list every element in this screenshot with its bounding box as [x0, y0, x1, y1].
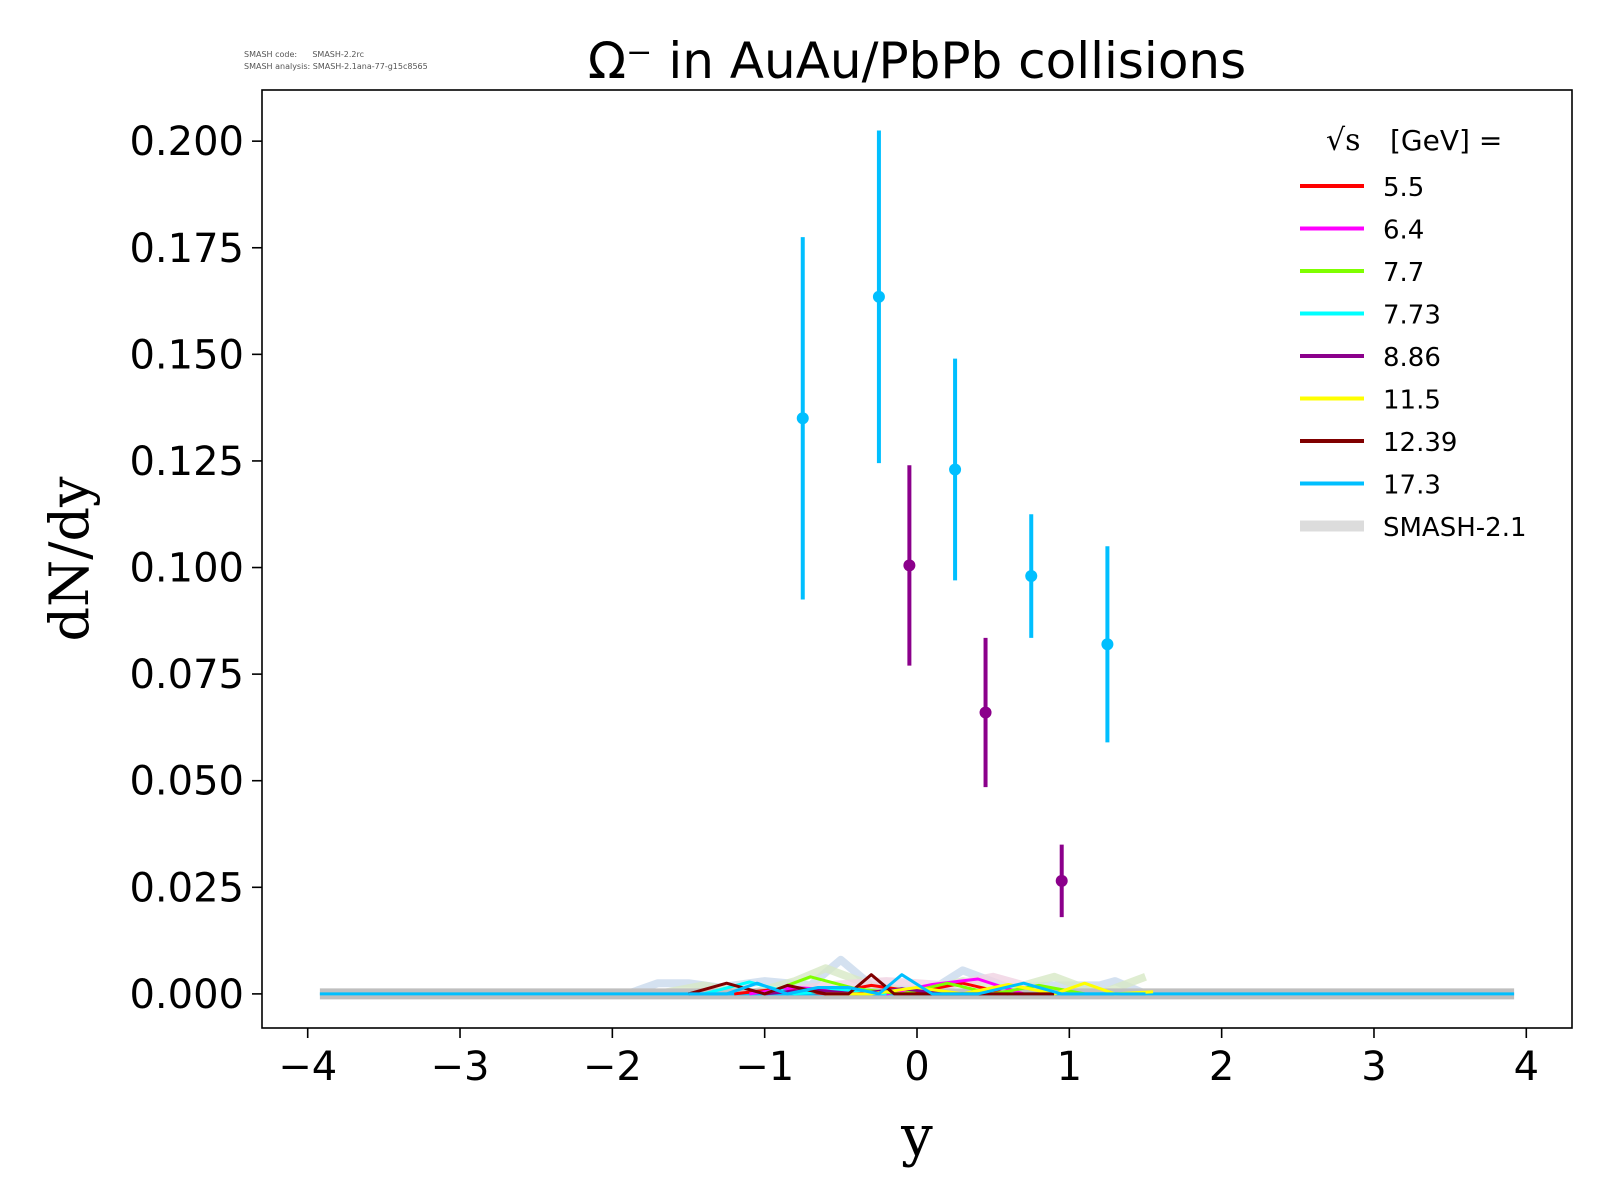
data-point-17-3-4 — [1101, 638, 1114, 651]
plot-frame — [261, 89, 1573, 1029]
data-point-8-86-1 — [979, 706, 992, 719]
legend-label-12-39: 12.39 — [1383, 428, 1457, 458]
y-axis: 0.000 0.025 0.050 0.075 0.100 0.125 0.150 0.175… — [129, 119, 262, 1018]
data-point-17-3-3 — [1025, 570, 1038, 583]
analysis-label: SMASH analysis: — [244, 62, 311, 71]
legend-label-11-5: 11.5 — [1383, 386, 1441, 416]
x-tick-label-7: 3 — [1361, 1044, 1386, 1090]
x-tick-label-5: 1 — [1057, 1044, 1082, 1090]
legend-label-7-7: 7.7 — [1383, 258, 1424, 288]
code-label: SMASH code: — [244, 50, 298, 59]
x-tick-label-0: −4 — [278, 1044, 337, 1090]
legend-label-5-5: 5.5 — [1383, 173, 1424, 203]
y-tick-label-6: 0.150 — [129, 332, 244, 378]
y-tick-label-3: 0.075 — [129, 652, 244, 698]
smash-line-11-5 — [825, 981, 1154, 996]
y-axis-label: dN/dy — [38, 476, 101, 642]
data-point-17-3-2 — [949, 463, 962, 476]
x-tick-label-3: −1 — [735, 1044, 794, 1090]
smash-code-meta: SMASH code: SMASH-2.2rc — [244, 50, 364, 59]
y-tick-label-7: 0.175 — [129, 226, 244, 272]
legend-title-sqrt: √s — [1326, 123, 1361, 158]
y-tick-label-4: 0.100 — [129, 546, 244, 592]
y-tick-label-1: 0.025 — [129, 865, 244, 911]
code-value: SMASH-2.2rc — [312, 50, 365, 59]
y-tick-label-2: 0.050 — [129, 759, 244, 805]
chart-title: Ω⁻ in AuAu/PbPb collisions — [588, 32, 1246, 90]
y-tick-label-8: 0.200 — [129, 119, 244, 165]
y-tick-label-0: 0.000 — [129, 972, 244, 1018]
legend-label-17-3: 17.3 — [1383, 471, 1441, 501]
data-point-8-86-2 — [1055, 874, 1068, 887]
x-tick-label-4: 0 — [904, 1044, 929, 1090]
smash-line-17-3 — [688, 973, 1146, 996]
data-point-17-3-1 — [872, 290, 885, 303]
x-tick-label-6: 2 — [1209, 1044, 1234, 1090]
analysis-value: SMASH-2.1ana-77-g15c8565 — [312, 62, 428, 71]
smash-series — [688, 973, 1154, 996]
legend-label-7-73: 7.73 — [1383, 301, 1441, 331]
y-tick-label-5: 0.125 — [129, 439, 244, 485]
legend-label-8-86: 8.86 — [1383, 343, 1441, 373]
x-axis: −4 −3 −2 −1 0 1 2 3 4 — [278, 1028, 1539, 1090]
legend-label-SMASH-2-1: SMASH-2.1 — [1383, 513, 1527, 543]
legend-label-6-4: 6.4 — [1383, 216, 1424, 246]
legend-title: [GeV] = — [1390, 124, 1502, 157]
x-tick-label-1: −3 — [431, 1044, 490, 1090]
x-tick-label-8: 4 — [1514, 1044, 1539, 1090]
data-point-17-3-0 — [796, 412, 809, 425]
x-axis-label: y — [900, 1104, 933, 1169]
data-points — [796, 130, 1114, 918]
smash-analysis-meta: SMASH analysis: SMASH-2.1ana-77-g15c8565 — [244, 62, 428, 71]
x-tick-label-2: −2 — [583, 1044, 642, 1090]
legend: √s [GeV] = 5.5 6.4 7.7 7.73 8.86 11.5 12.39 17.3 S… — [1300, 123, 1527, 543]
data-point-8-86-0 — [903, 559, 916, 572]
